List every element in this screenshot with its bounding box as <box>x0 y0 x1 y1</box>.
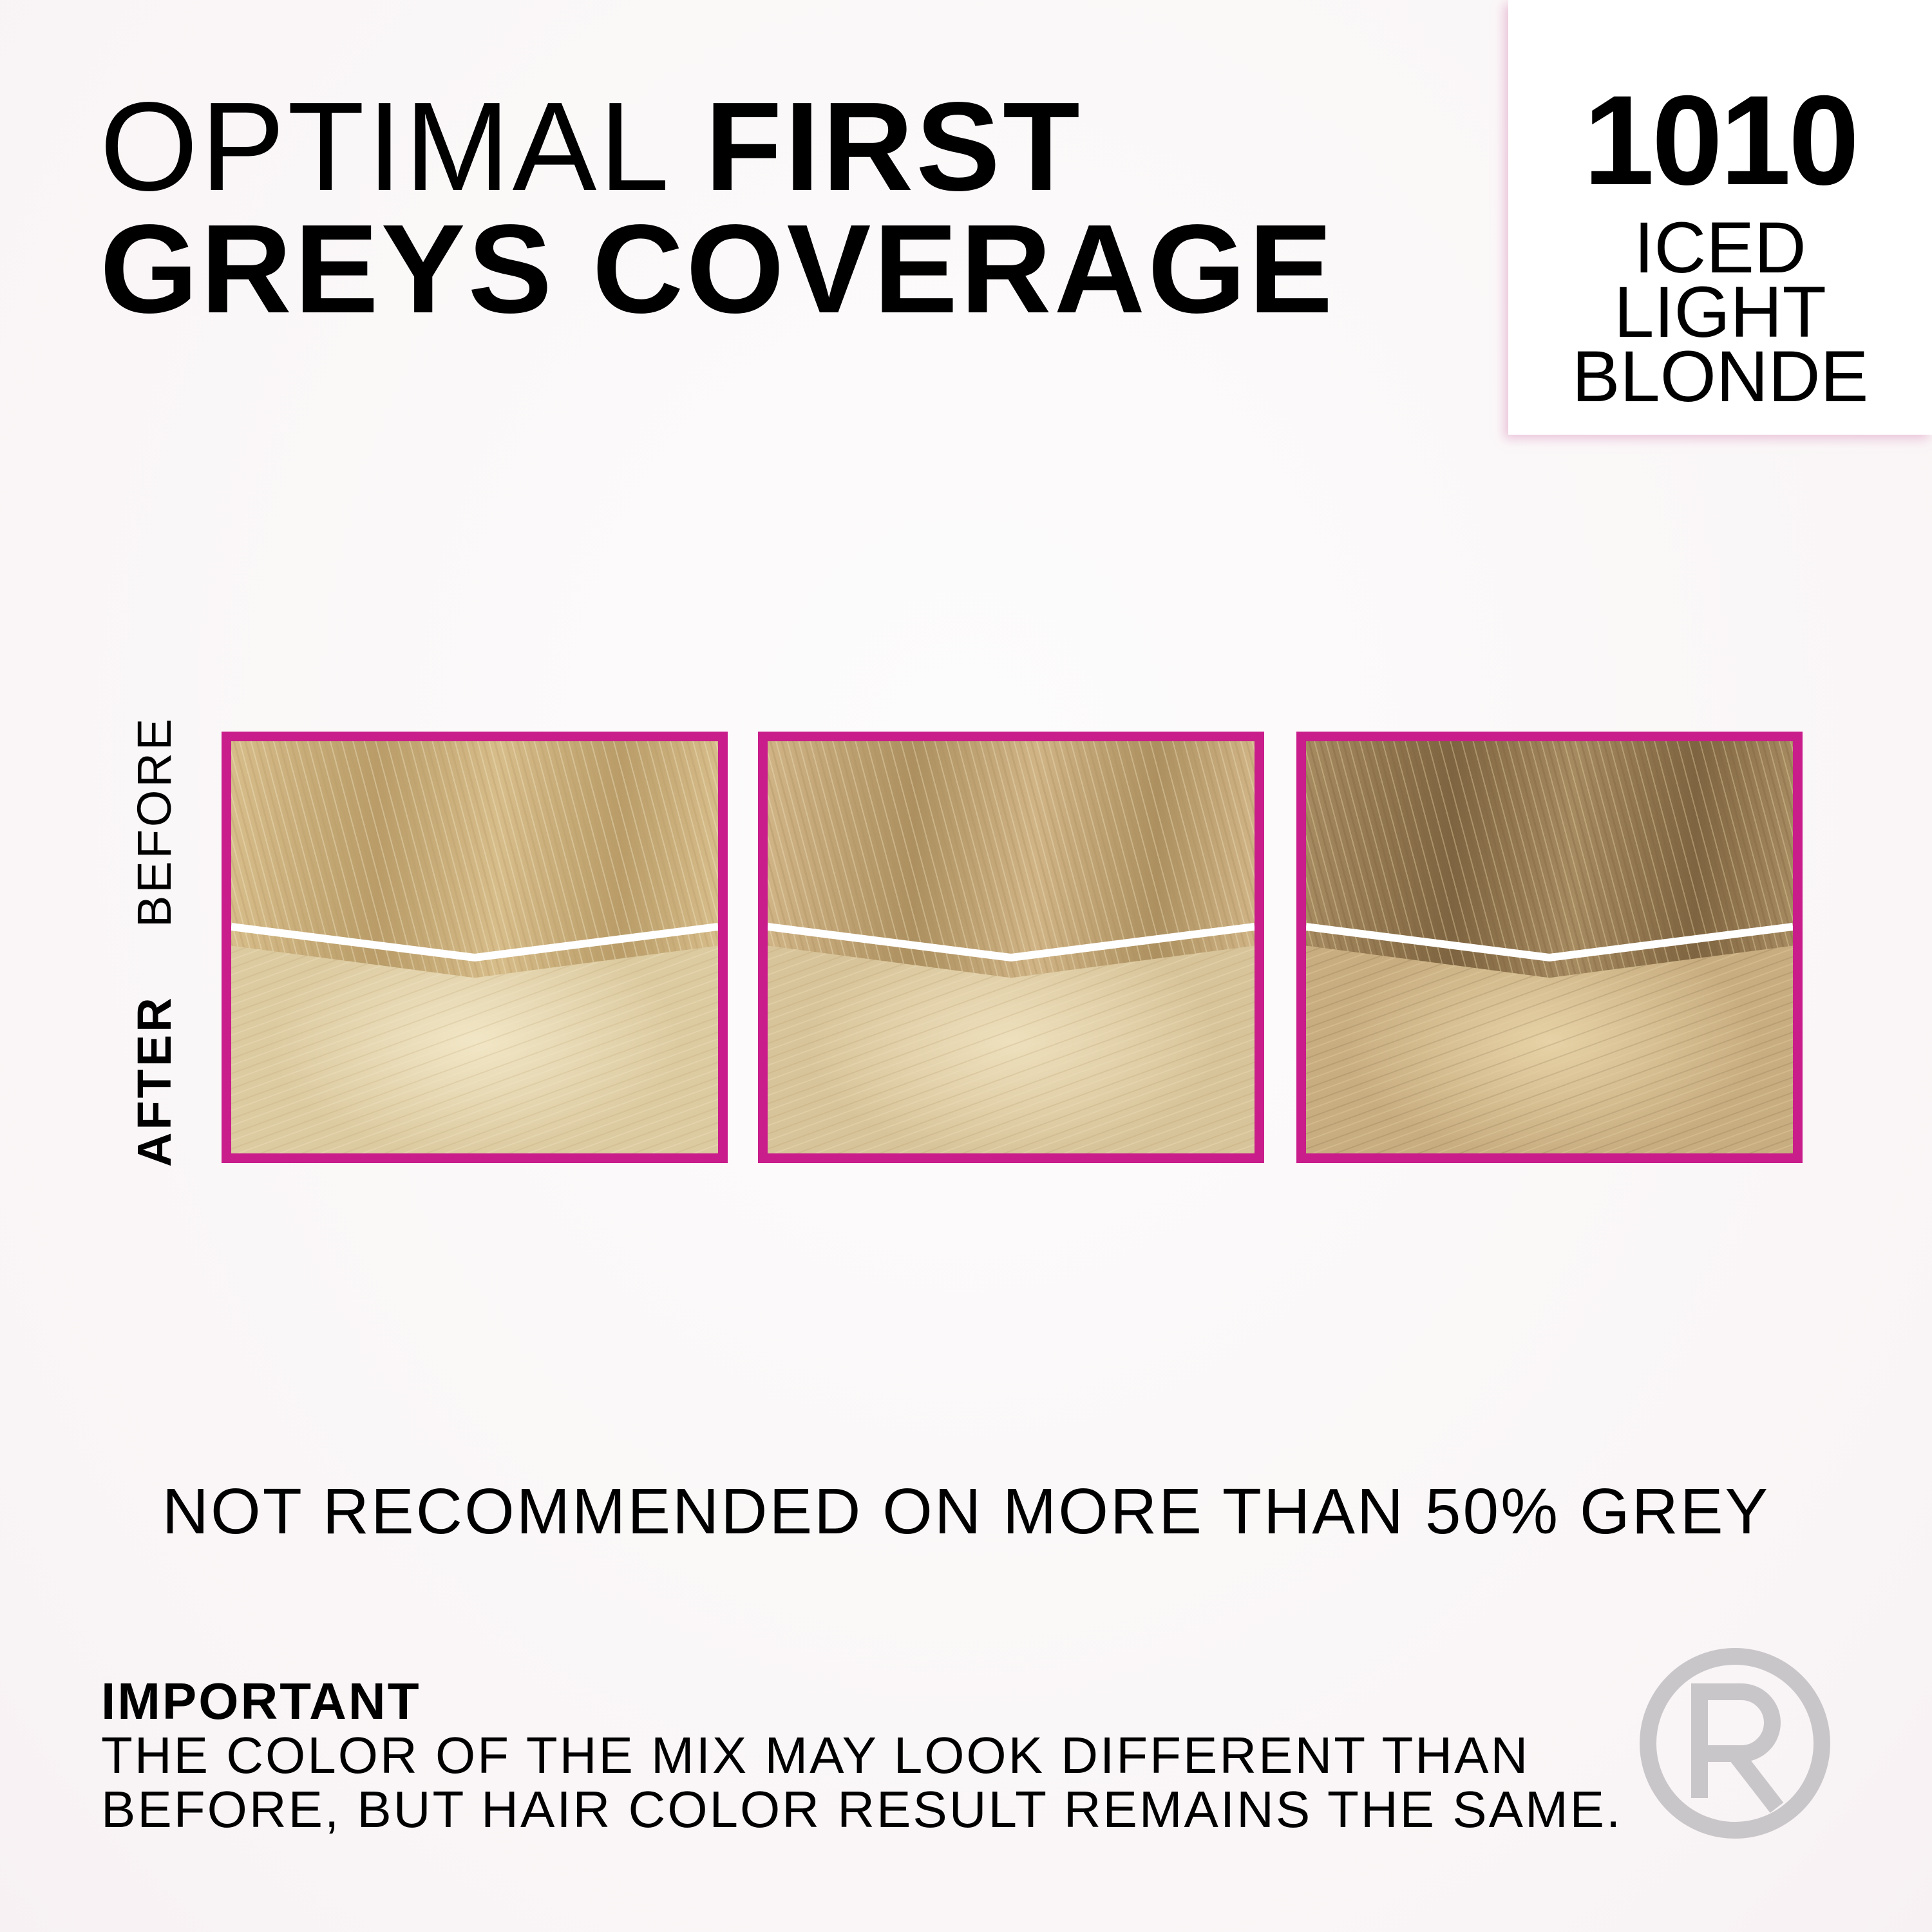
before-label: BEFORE <box>128 715 181 927</box>
after-hair-swatch <box>768 945 1255 1153</box>
hair-swatch-panel <box>222 732 728 1163</box>
shade-number: 1010 <box>1583 69 1859 211</box>
hair-swatch-panel <box>758 732 1264 1163</box>
registered-r-logo-icon <box>1640 1648 1830 1839</box>
before-hair-swatch <box>231 741 718 989</box>
important-heading: IMPORTANT <box>101 1672 421 1730</box>
page-title: OPTIMAL FIRST GREYS COVERAGE <box>100 84 1335 332</box>
shade-name-line: ICED <box>1634 207 1806 288</box>
before-after-divider <box>231 741 718 1153</box>
title-light: OPTIMAL <box>100 76 668 217</box>
shade-name-line: LIGHT <box>1614 272 1826 352</box>
important-notice: IMPORTANT THE COLOR OF THE MIX MAY LOOK … <box>101 1674 1622 1837</box>
after-hair-swatch <box>1306 945 1793 1153</box>
after-hair-swatch <box>231 945 718 1153</box>
grey-coverage-note: NOT RECOMMENDED ON MORE THAN 50% GREY <box>162 1475 1770 1548</box>
important-line: BEFORE, BUT HAIR COLOR RESULT REMAINS TH… <box>101 1781 1623 1838</box>
before-after-divider <box>768 741 1255 1153</box>
before-hair-swatch <box>768 741 1255 989</box>
before-hair-swatch <box>1306 741 1793 989</box>
shade-box: 1010 ICED LIGHT BLONDE <box>1508 0 1932 435</box>
before-after-divider <box>1306 741 1793 1153</box>
important-line: THE COLOR OF THE MIX MAY LOOK DIFFERENT … <box>101 1727 1530 1784</box>
title-bold-first: FIRST <box>705 76 1083 217</box>
shade-name: ICED LIGHT BLONDE <box>1508 207 1932 417</box>
after-label: AFTER <box>128 995 181 1167</box>
title-bold-second: GREYS COVERAGE <box>100 198 1336 339</box>
shade-name-line: BLONDE <box>1571 336 1869 417</box>
hair-swatch-panel <box>1296 732 1803 1163</box>
